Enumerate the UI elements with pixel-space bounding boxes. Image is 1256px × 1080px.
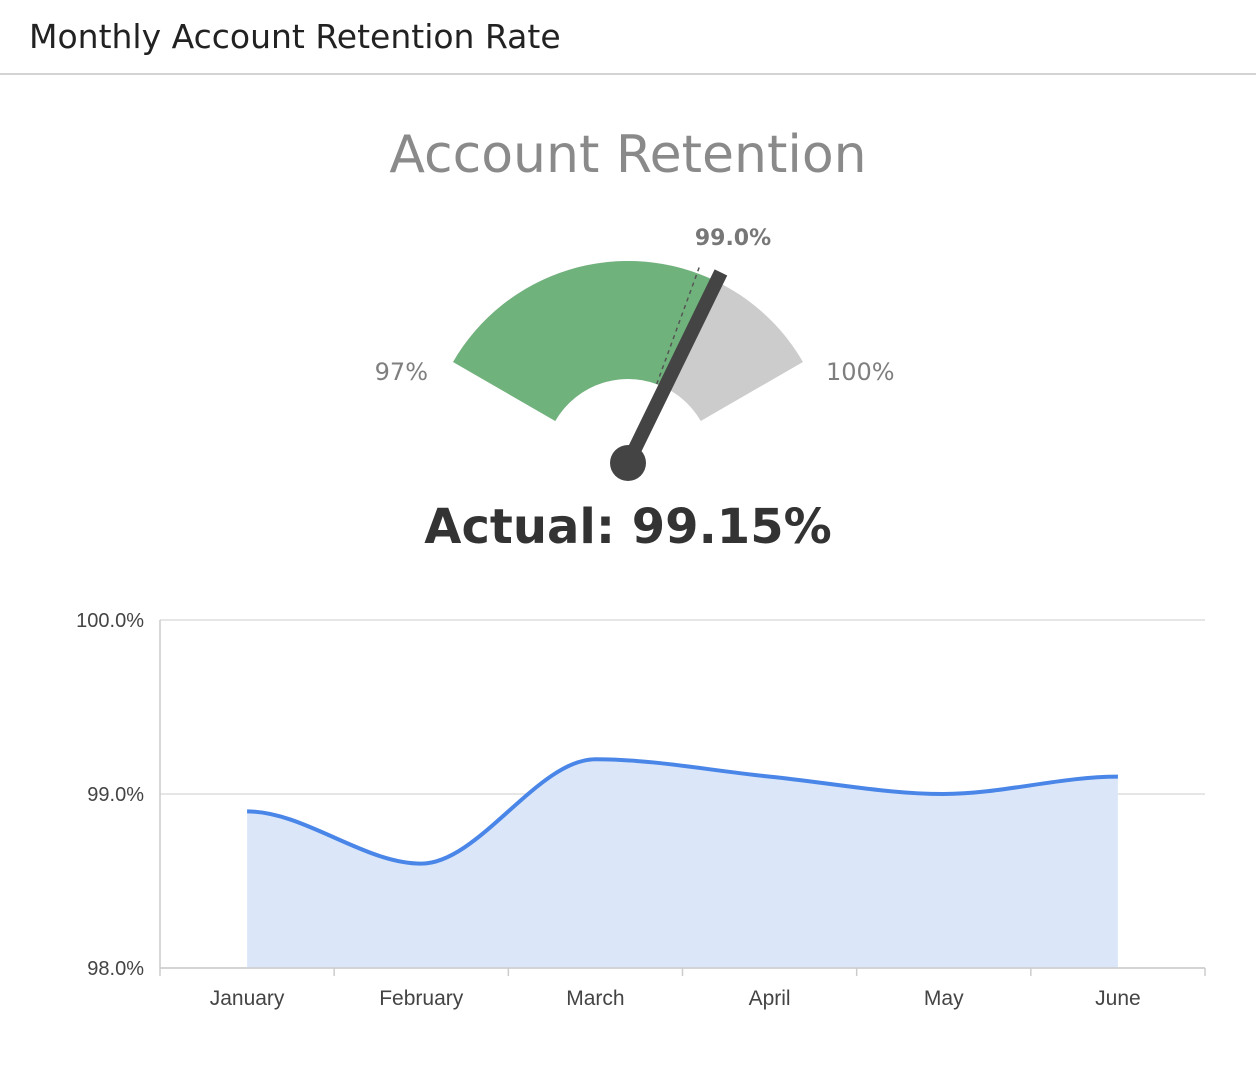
x-tick-label: May xyxy=(924,987,964,1010)
x-tick-label: January xyxy=(210,987,285,1010)
y-tick-label: 99.0% xyxy=(87,784,144,806)
gauge-max-label: 100% xyxy=(826,358,895,386)
page-title: Monthly Account Retention Rate xyxy=(29,17,561,56)
x-tick-label: June xyxy=(1095,987,1141,1010)
gauge-chart: Account Retention 97% 100% 99.0% Actual:… xyxy=(375,125,895,555)
x-axis-ticks: January February March April May June xyxy=(210,987,1141,1010)
gauge-fill xyxy=(453,261,717,421)
gauge-needle-hub xyxy=(610,445,646,481)
x-tick-label: March xyxy=(566,987,624,1010)
gauge-target-label: 99.0% xyxy=(695,226,771,251)
area-fill xyxy=(247,759,1118,968)
x-tick-label: February xyxy=(379,987,464,1010)
y-tick-label: 98.0% xyxy=(87,958,144,980)
header-bar: Monthly Account Retention Rate xyxy=(0,0,1256,75)
chart-axes xyxy=(159,620,1206,976)
gauge-actual-value: Actual: 99.15% xyxy=(424,499,831,555)
y-tick-label: 100.0% xyxy=(76,610,144,632)
gauge-title: Account Retention xyxy=(389,125,866,185)
gauge-min-label: 97% xyxy=(375,358,428,386)
series-line xyxy=(247,757,1118,866)
y-axis-ticks: 98.0% 99.0% 100.0% xyxy=(76,610,144,980)
x-tick-label: April xyxy=(749,987,791,1010)
gauge-needle xyxy=(621,269,728,467)
area-chart: 98.0% 99.0% 100.0% January February March Apr… xyxy=(76,610,1206,1010)
